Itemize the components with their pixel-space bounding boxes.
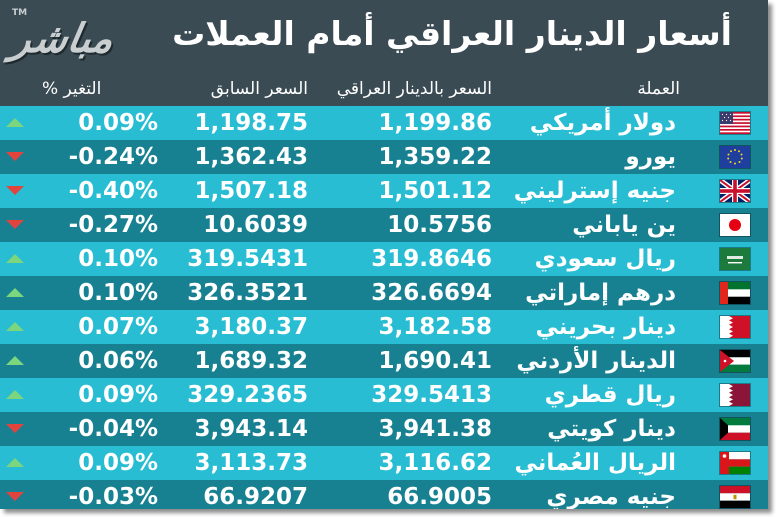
current-rate: 1,359.22 <box>378 144 493 170</box>
arrow-down-icon <box>6 186 24 195</box>
arrow-up-icon <box>6 288 24 297</box>
logo-trademark: TM <box>12 8 28 18</box>
table-row: -0.04% 3,943.14 3,941.38 دينار كويتي <box>0 412 768 446</box>
table-row: 0.10% 326.3521 326.6694 درهم إماراتي <box>0 276 768 310</box>
current-rate: 1,199.86 <box>378 110 493 136</box>
previous-price: 326.3521 <box>187 280 308 306</box>
previous-price: 1,362.43 <box>194 144 309 170</box>
page-title: أسعار الدينار العراقي أمام العملات <box>172 14 732 53</box>
logo-text: مباشر <box>7 15 118 62</box>
arrow-up-icon <box>6 390 24 399</box>
currency-name: ريال سعودي <box>534 246 676 272</box>
previous-price: 3,180.37 <box>194 314 309 340</box>
table-row: -0.27% 10.6039 10.5756 ين ياباني <box>0 208 768 242</box>
currency-name: دينار كويتي <box>547 416 676 442</box>
change-percent: 0.09% <box>78 382 158 408</box>
current-rate: 10.5756 <box>387 212 492 238</box>
uk-flag-icon <box>720 180 750 202</box>
previous-price: 1,507.18 <box>194 178 309 204</box>
qatar-flag-icon <box>720 384 750 406</box>
arrow-down-icon <box>6 220 24 229</box>
table-row: 0.09% 1,198.75 1,199.86 دولار أمريكي <box>0 106 768 140</box>
currency-name: ين ياباني <box>572 212 676 238</box>
arrow-up-icon <box>6 458 24 467</box>
change-percent: -0.03% <box>68 484 158 509</box>
currency-name: الدينار الأردني <box>516 348 676 374</box>
table-row: 0.09% 3,113.73 3,116.62 الريال العُماني <box>0 446 768 480</box>
table-row: 0.09% 329.2365 329.5413 ريال قطري <box>0 378 768 412</box>
change-percent: 0.10% <box>78 246 158 272</box>
currency-name: الريال العُماني <box>514 450 676 476</box>
table-row: 0.10% 319.5431 319.8646 ريال سعودي <box>0 242 768 276</box>
table-row: -0.24% 1,362.43 1,359.22 يورو <box>0 140 768 174</box>
previous-price: 10.6039 <box>203 212 308 238</box>
previous-price: 329.2365 <box>187 382 308 408</box>
rates-table: 0.09% 1,198.75 1,199.86 دولار أمريكي -0.24% 1… <box>0 106 768 509</box>
header: TM مباشر أسعار الدينار العراقي أمام العم… <box>0 0 768 72</box>
change-percent: 0.07% <box>78 314 158 340</box>
change-percent: -0.04% <box>68 416 158 442</box>
saudi-flag-icon <box>720 248 750 270</box>
rates-board: TM مباشر أسعار الدينار العراقي أمام العم… <box>0 0 768 509</box>
change-percent: -0.27% <box>68 212 158 238</box>
header-currency: العملة <box>637 79 680 99</box>
table-row: 0.06% 1,689.32 1,690.41 الدينار الأردني <box>0 344 768 378</box>
oman-flag-icon <box>720 452 750 474</box>
japan-flag-icon <box>720 214 750 236</box>
current-rate: 326.6694 <box>371 280 492 306</box>
eu-flag-icon <box>720 146 750 168</box>
current-rate: 319.8646 <box>371 246 492 272</box>
previous-price: 66.9207 <box>203 484 308 509</box>
currency-name: درهم إماراتي <box>525 280 676 306</box>
arrow-up-icon <box>6 254 24 263</box>
column-headers: العملة السعر بالدينار العراقي السعر السا… <box>0 76 768 104</box>
arrow-down-icon <box>6 152 24 161</box>
previous-price: 1,689.32 <box>194 348 309 374</box>
change-percent: 0.10% <box>78 280 158 306</box>
previous-price: 319.5431 <box>187 246 308 272</box>
table-row: 0.07% 3,180.37 3,182.58 دينار بحريني <box>0 310 768 344</box>
arrow-down-icon <box>6 424 24 433</box>
current-rate: 66.9005 <box>387 484 492 509</box>
current-rate: 3,182.58 <box>378 314 493 340</box>
uae-flag-icon <box>720 282 750 304</box>
change-percent: 0.09% <box>78 110 158 136</box>
arrow-up-icon <box>6 322 24 331</box>
change-percent: 0.06% <box>78 348 158 374</box>
change-percent: 0.09% <box>78 450 158 476</box>
arrow-up-icon <box>6 356 24 365</box>
current-rate: 3,116.62 <box>378 450 493 476</box>
header-rate: السعر بالدينار العراقي <box>336 79 492 99</box>
bahrain-flag-icon <box>720 316 750 338</box>
arrow-down-icon <box>6 492 24 501</box>
table-row: -0.03% 66.9207 66.9005 جنيه مصري <box>0 480 768 509</box>
table-row: -0.40% 1,507.18 1,501.12 جنيه إسترليني <box>0 174 768 208</box>
previous-price: 3,943.14 <box>194 416 309 442</box>
egypt-flag-icon <box>720 486 750 508</box>
currency-name: جنيه إسترليني <box>513 178 676 204</box>
kuwait-flag-icon <box>720 418 750 440</box>
previous-price: 1,198.75 <box>194 110 309 136</box>
currency-name: دينار بحريني <box>535 314 676 340</box>
currency-name: دولار أمريكي <box>529 110 676 136</box>
current-rate: 3,941.38 <box>378 416 493 442</box>
currency-name: جنيه مصري <box>546 484 676 509</box>
currency-name: ريال قطري <box>544 382 676 408</box>
header-change: التغير % <box>42 79 102 99</box>
currency-name: يورو <box>625 144 676 170</box>
change-percent: -0.40% <box>68 178 158 204</box>
current-rate: 1,501.12 <box>378 178 493 204</box>
header-previous: السعر السابق <box>210 79 308 99</box>
mubasher-logo: TM مباشر <box>7 8 178 65</box>
jordan-flag-icon <box>720 350 750 372</box>
change-percent: -0.24% <box>68 144 158 170</box>
arrow-up-icon <box>6 118 24 127</box>
current-rate: 1,690.41 <box>378 348 493 374</box>
current-rate: 329.5413 <box>371 382 492 408</box>
us-flag-icon <box>720 112 750 134</box>
previous-price: 3,113.73 <box>194 450 309 476</box>
